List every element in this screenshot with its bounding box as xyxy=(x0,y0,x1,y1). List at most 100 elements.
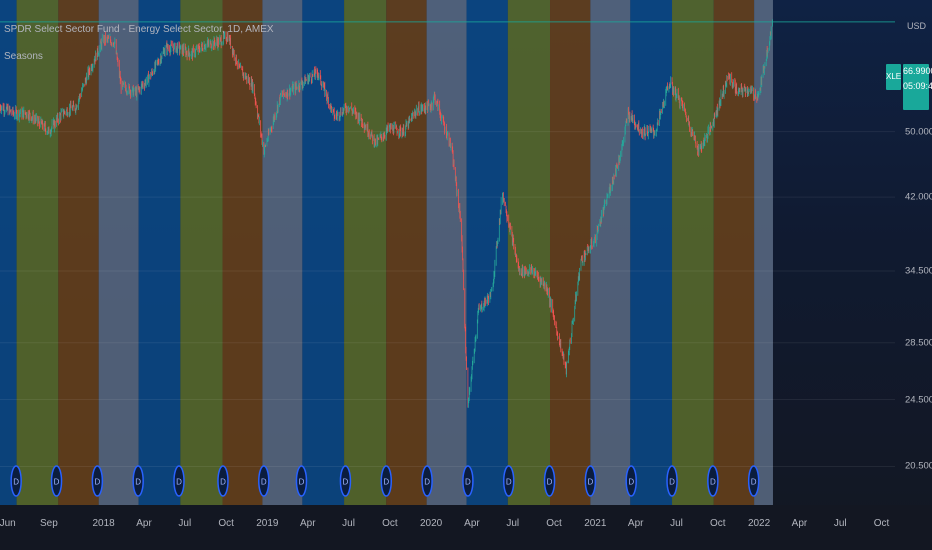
season-band-summer xyxy=(672,0,714,505)
dividend-marker-label: D xyxy=(547,478,553,487)
dividend-marker: D xyxy=(132,465,144,497)
dividend-marker: D xyxy=(50,465,63,497)
bar-countdown: 05:09:48 xyxy=(903,81,932,91)
dividend-marker-shape xyxy=(462,465,474,497)
dividend-marker-shape xyxy=(747,465,760,497)
symbol-title[interactable]: SPDR Select Sector Fund - Energy Select … xyxy=(4,24,274,35)
season-band-winter xyxy=(426,0,467,505)
x-tick-label: 2021 xyxy=(584,518,607,529)
dividend-marker: D xyxy=(173,465,185,497)
dividend-marker-label: D xyxy=(220,478,226,487)
dividend-marker-shape xyxy=(132,465,144,497)
y-tick-label: 50.0000 xyxy=(905,126,932,138)
dividend-marker-label: D xyxy=(383,478,389,487)
dividend-marker-shape xyxy=(91,465,104,497)
dividend-marker-shape xyxy=(421,465,433,497)
x-tick-label: Jul xyxy=(178,518,192,529)
season-band-winter xyxy=(98,0,139,505)
dividend-marker-label: D xyxy=(587,478,593,487)
x-tick-label: Jul xyxy=(833,518,847,529)
dividend-marker: D xyxy=(339,465,352,497)
dividend-marker-label: D xyxy=(465,478,471,487)
dividend-marker: D xyxy=(462,465,474,497)
season-band-spring xyxy=(630,0,673,505)
x-tick-label: 2019 xyxy=(256,518,279,529)
x-tick-label: Jul xyxy=(506,518,520,529)
x-tick-label: Apr xyxy=(464,518,480,529)
x-tick-label: Jul xyxy=(342,518,355,529)
x-tick-label: 2018 xyxy=(92,518,115,529)
season-band-spring xyxy=(138,0,181,505)
dividend-marker-shape xyxy=(666,465,678,497)
season-band-summer xyxy=(180,0,223,505)
dividend-marker-shape xyxy=(10,465,22,497)
dividend-marker-shape xyxy=(295,465,308,497)
dividend-marker: D xyxy=(295,465,308,497)
season-band-autumn xyxy=(58,0,99,505)
season-band-winter xyxy=(590,0,631,505)
x-tick-label: 2020 xyxy=(420,518,443,529)
x-tick-label: Apr xyxy=(627,518,644,529)
dividend-marker: D xyxy=(421,465,433,497)
season-band-winter xyxy=(754,0,773,505)
season-band-winter xyxy=(262,0,303,505)
dividend-marker: D xyxy=(747,465,760,497)
dividend-marker-label: D xyxy=(54,478,60,487)
season-band-summer xyxy=(344,0,387,505)
season-bands xyxy=(0,0,773,505)
season-band-summer xyxy=(507,0,551,505)
season-band-spring xyxy=(0,0,17,505)
dividend-marker: D xyxy=(502,465,515,497)
dividend-marker-label: D xyxy=(13,478,19,487)
season-band-autumn xyxy=(713,0,755,505)
y-tick-label: 34.5000 xyxy=(905,265,932,277)
dividend-marker-shape xyxy=(173,465,185,497)
currency-label[interactable]: USD xyxy=(906,21,926,31)
season-band-spring xyxy=(466,0,508,505)
x-tick-label: Apr xyxy=(791,518,808,529)
dividend-marker-label: D xyxy=(506,478,512,487)
season-band-autumn xyxy=(550,0,591,505)
dividend-marker-shape xyxy=(50,465,63,497)
dividend-marker: D xyxy=(543,465,556,497)
dividend-marker-shape xyxy=(502,465,515,497)
dividend-marker: D xyxy=(258,465,270,497)
dividend-marker-label: D xyxy=(343,478,349,487)
y-tick-label: 42.0000 xyxy=(905,191,932,203)
indicator-name[interactable]: Seasons xyxy=(4,51,43,62)
grid xyxy=(0,131,895,467)
dividend-marker-shape xyxy=(258,465,270,497)
x-tick-label: Apr xyxy=(299,518,316,529)
dividend-marker: D xyxy=(707,465,719,497)
x-tick-label: Oct xyxy=(382,518,398,529)
dividend-marker-label: D xyxy=(135,478,141,487)
y-tick-label: 28.5000 xyxy=(905,337,932,349)
dividend-marker: D xyxy=(10,465,22,497)
time-axis[interactable] xyxy=(0,505,932,550)
dividend-marker: D xyxy=(584,465,597,497)
season-band-autumn xyxy=(386,0,427,505)
dividend-marker-shape xyxy=(339,465,352,497)
candles xyxy=(0,19,773,408)
x-tick-label: Oct xyxy=(873,518,890,529)
dividend-marker: D xyxy=(380,465,393,497)
dividend-marker: D xyxy=(625,465,637,497)
x-tick-label: Jul xyxy=(670,518,683,529)
x-tick-label: 2022 xyxy=(747,518,771,529)
x-tick-label: Apr xyxy=(136,518,152,529)
dividend-marker: D xyxy=(91,465,104,497)
x-tick-label: Oct xyxy=(218,518,234,529)
dividend-marker-shape xyxy=(380,465,393,497)
dividend-marker-label: D xyxy=(299,478,305,487)
season-band-autumn xyxy=(222,0,263,505)
dividend-marker-shape xyxy=(707,465,719,497)
dividend-marker-label: D xyxy=(628,478,634,487)
x-tick-label: Oct xyxy=(546,518,562,529)
dividend-marker-label: D xyxy=(669,478,675,487)
dividend-marker-shape xyxy=(584,465,597,497)
dividend-marker-label: D xyxy=(710,478,716,487)
